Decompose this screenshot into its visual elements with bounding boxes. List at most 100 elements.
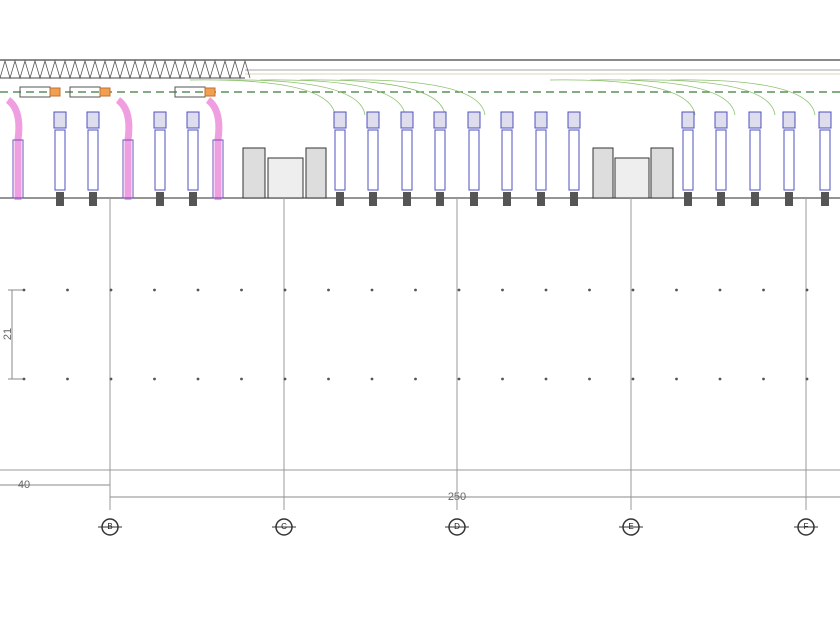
column-dot — [66, 288, 69, 292]
turning-path — [629, 79, 776, 116]
truck-wheel — [570, 192, 578, 206]
column-dot — [718, 377, 722, 381]
column-dot — [109, 288, 113, 292]
column-dot — [196, 377, 200, 381]
truck-wheel — [751, 192, 759, 206]
truck-trailer — [334, 129, 346, 191]
truck-top — [49, 87, 61, 97]
truck-wheel — [717, 192, 725, 206]
truck-wheel — [403, 192, 411, 206]
truck-wheel — [684, 192, 692, 206]
truck-cab — [467, 111, 481, 129]
truck-cab — [500, 111, 514, 129]
truck-wheel — [821, 192, 829, 206]
truck-trailer — [715, 129, 727, 191]
column-dot — [109, 377, 113, 381]
truck-cab — [748, 111, 762, 129]
column-dot — [588, 288, 591, 292]
truck-wheel — [503, 192, 511, 206]
truck-trailer — [54, 129, 66, 191]
truck-cab — [714, 111, 728, 129]
column-dot — [762, 377, 765, 381]
truck-wheel — [336, 192, 344, 206]
truck-cab — [186, 111, 200, 129]
truck-wheel — [537, 192, 545, 206]
dimension-label: 40 — [18, 479, 30, 491]
turning-path — [669, 79, 816, 116]
truck-wheel — [189, 192, 197, 206]
truck-cab — [366, 111, 380, 129]
truck-cab — [153, 111, 167, 129]
column-dot — [501, 288, 504, 292]
column-dot — [544, 377, 548, 381]
truck-wheel — [369, 192, 377, 206]
column-dot — [718, 288, 722, 292]
truck-cab — [567, 111, 581, 129]
turning-path — [339, 79, 486, 116]
column-dot — [675, 377, 678, 381]
column-dot — [414, 288, 417, 292]
truck-top — [99, 87, 111, 97]
grid-marker: E — [628, 522, 633, 531]
turning-path — [549, 79, 696, 116]
truck-trailer — [535, 129, 547, 191]
column-dot — [805, 377, 809, 381]
column-dot — [544, 288, 548, 292]
column-dot — [240, 377, 243, 381]
column-dot — [283, 288, 287, 292]
column-dot — [283, 377, 287, 381]
truck-cab — [433, 111, 447, 129]
truck-wheel — [785, 192, 793, 206]
truck-trailer — [568, 129, 580, 191]
truck-wheel — [470, 192, 478, 206]
column-dot — [457, 288, 461, 292]
column-dot — [370, 377, 374, 381]
truck-trailer — [749, 129, 761, 191]
dimension-label: 21 — [2, 328, 14, 340]
truck — [212, 139, 224, 199]
column-dot — [327, 288, 330, 292]
truck-trailer — [819, 129, 831, 191]
column-dot — [631, 377, 635, 381]
truss — [0, 59, 251, 80]
column-dot — [22, 377, 26, 381]
column-dot — [414, 377, 417, 381]
truck-trailer — [501, 129, 513, 191]
truck-cab — [534, 111, 548, 129]
truck-trailer — [401, 129, 413, 191]
truck-trailer — [367, 129, 379, 191]
truck-wheel — [56, 192, 64, 206]
grid-marker: F — [804, 522, 809, 531]
truck — [122, 139, 134, 199]
truck-wheel — [436, 192, 444, 206]
turning-path — [299, 79, 446, 116]
column-dot — [457, 377, 461, 381]
truck-trailer — [154, 129, 166, 191]
grid-marker: D — [454, 522, 460, 531]
dock-house — [242, 147, 674, 199]
truck-cab — [86, 111, 100, 129]
grid-marker: C — [281, 522, 287, 531]
column-dot — [153, 288, 156, 292]
column-dot — [501, 377, 504, 381]
column-dot — [327, 377, 330, 381]
truck-cab — [333, 111, 347, 129]
truck-wheel — [89, 192, 97, 206]
turning-path — [259, 79, 406, 116]
column-dot — [631, 288, 635, 292]
grid-marker: B — [107, 522, 112, 531]
truck-trailer — [187, 129, 199, 191]
turning-path — [589, 79, 736, 116]
truck-cab — [400, 111, 414, 129]
column-dot — [153, 377, 156, 381]
column-dot — [370, 288, 374, 292]
truck-trailer — [87, 129, 99, 191]
truck-trailer — [783, 129, 795, 191]
turning-path — [219, 79, 366, 116]
column-dot — [22, 288, 26, 292]
truck-trailer — [682, 129, 694, 191]
truck-trailer — [468, 129, 480, 191]
truck-cab — [53, 111, 67, 129]
truck-wheel — [156, 192, 164, 206]
